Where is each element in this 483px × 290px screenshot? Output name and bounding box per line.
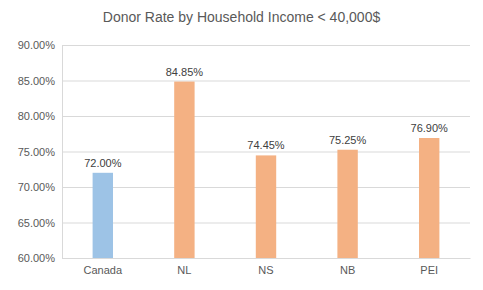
y-tick: 60.00%	[18, 252, 470, 264]
x-tick-label: NB	[340, 264, 355, 276]
chart: 60.00% 65.00% 70.00% 75.00% 80.00% 85.00% 90.0…	[0, 0, 483, 290]
y-tick: 80.00%	[18, 110, 470, 122]
data-label: 75.25%	[329, 134, 367, 146]
y-tick-label: 85.00%	[18, 75, 56, 87]
y-tick-label: 60.00%	[18, 252, 56, 264]
x-tick-label: NL	[177, 264, 191, 276]
y-axis-line	[63, 46, 471, 259]
y-tick: 90.00%	[18, 39, 470, 51]
y-tick: 70.00%	[18, 181, 470, 193]
title: Donor Rate by Household Income < 40,000$	[103, 9, 381, 25]
x-axis-line	[63, 258, 471, 259]
y-axis: 60.00% 65.00% 70.00% 75.00% 80.00% 85.00% 90.0…	[18, 39, 470, 264]
y-tick-label: 75.00%	[18, 146, 56, 158]
grid-line	[62, 81, 470, 82]
data-label: 84.85%	[166, 66, 204, 78]
grid-line	[62, 258, 470, 259]
x-tick-label: Canada	[84, 264, 123, 276]
x-tick: Canada	[84, 258, 123, 276]
bar	[419, 138, 439, 258]
grid-line	[62, 116, 470, 117]
x-axis: Canada NL NS NB PEI	[63, 258, 471, 276]
y-tick: 85.00%	[18, 75, 470, 87]
data-label: 72.00%	[84, 157, 122, 169]
x-tick: NS	[258, 258, 273, 276]
y-tick-label: 70.00%	[18, 181, 56, 193]
y-tick: 75.00%	[18, 146, 470, 158]
x-tick-label: PEI	[420, 264, 438, 276]
data-label: 76.90%	[411, 122, 449, 134]
x-tick-label: NS	[258, 264, 273, 276]
x-tick: NB	[340, 258, 355, 276]
bar	[174, 82, 194, 258]
grid-line	[62, 152, 470, 153]
background	[0, 0, 483, 290]
bar	[93, 173, 113, 258]
bar	[337, 150, 357, 258]
bar	[256, 155, 276, 258]
y-tick-label: 90.00%	[18, 39, 56, 51]
plot: 60.00% 65.00% 70.00% 75.00% 80.00% 85.00% 90.0…	[18, 39, 471, 276]
y-tick-label: 80.00%	[18, 110, 56, 122]
y-tick: 65.00%	[18, 217, 470, 229]
bars	[93, 82, 440, 258]
x-tick: PEI	[420, 258, 438, 276]
data-label: 74.45%	[247, 139, 285, 151]
x-tick: NL	[177, 258, 191, 276]
grid-line	[62, 45, 470, 46]
y-tick-label: 65.00%	[18, 217, 56, 229]
data-labels: 72.00% 84.85% 74.45% 75.25% 76.90%	[84, 66, 448, 169]
